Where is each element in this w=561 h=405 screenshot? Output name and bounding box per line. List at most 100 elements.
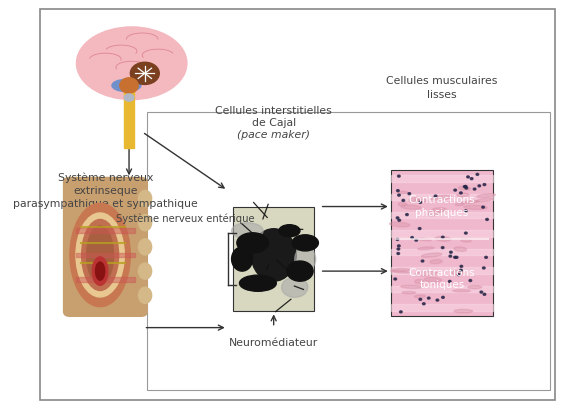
Ellipse shape	[454, 309, 472, 313]
Ellipse shape	[112, 79, 141, 92]
Ellipse shape	[454, 256, 456, 258]
Ellipse shape	[485, 256, 488, 258]
Ellipse shape	[279, 225, 300, 237]
Ellipse shape	[251, 229, 296, 281]
Bar	[390, 249, 493, 255]
Ellipse shape	[430, 260, 442, 264]
Ellipse shape	[93, 257, 108, 285]
Ellipse shape	[418, 247, 434, 250]
Ellipse shape	[232, 247, 252, 271]
Ellipse shape	[411, 237, 413, 239]
Ellipse shape	[125, 94, 134, 101]
Ellipse shape	[282, 277, 308, 297]
Ellipse shape	[76, 27, 187, 100]
Ellipse shape	[422, 303, 425, 305]
Ellipse shape	[406, 213, 408, 215]
Ellipse shape	[419, 228, 421, 230]
Ellipse shape	[415, 279, 424, 284]
Ellipse shape	[396, 239, 399, 241]
Ellipse shape	[70, 203, 130, 307]
Ellipse shape	[427, 211, 440, 216]
Ellipse shape	[442, 296, 444, 298]
Ellipse shape	[477, 194, 495, 198]
Ellipse shape	[483, 183, 486, 185]
Ellipse shape	[419, 298, 422, 301]
Ellipse shape	[452, 271, 464, 275]
Bar	[76, 253, 135, 258]
Ellipse shape	[456, 256, 458, 258]
Bar	[390, 170, 493, 315]
Ellipse shape	[415, 199, 428, 202]
Ellipse shape	[130, 62, 159, 85]
Ellipse shape	[454, 247, 467, 252]
Ellipse shape	[399, 311, 402, 313]
Ellipse shape	[292, 235, 319, 251]
Text: de Cajal: de Cajal	[252, 118, 296, 128]
Ellipse shape	[448, 280, 451, 282]
Ellipse shape	[442, 236, 444, 238]
Ellipse shape	[409, 197, 421, 202]
Ellipse shape	[453, 290, 470, 292]
Bar	[390, 286, 493, 292]
Ellipse shape	[139, 190, 151, 207]
Text: Cellules musculaires
lisses: Cellules musculaires lisses	[387, 77, 498, 100]
Ellipse shape	[464, 205, 487, 209]
Ellipse shape	[442, 247, 444, 249]
Ellipse shape	[237, 233, 268, 253]
Text: Neuromédiateur: Neuromédiateur	[229, 338, 318, 348]
Ellipse shape	[430, 196, 452, 200]
Ellipse shape	[76, 213, 124, 297]
Ellipse shape	[476, 173, 479, 175]
Ellipse shape	[397, 248, 400, 250]
Ellipse shape	[95, 262, 105, 280]
Ellipse shape	[455, 203, 464, 206]
Ellipse shape	[401, 285, 422, 288]
Ellipse shape	[457, 274, 460, 275]
Bar	[233, 207, 314, 311]
Ellipse shape	[483, 293, 486, 295]
Ellipse shape	[139, 287, 151, 303]
Ellipse shape	[427, 297, 430, 299]
FancyBboxPatch shape	[63, 177, 147, 316]
Ellipse shape	[478, 185, 481, 187]
Ellipse shape	[295, 247, 316, 271]
Ellipse shape	[469, 279, 472, 281]
Ellipse shape	[454, 189, 457, 191]
Ellipse shape	[434, 195, 437, 197]
Ellipse shape	[480, 291, 482, 293]
Ellipse shape	[398, 219, 401, 221]
Ellipse shape	[401, 205, 421, 209]
Ellipse shape	[120, 78, 138, 93]
Ellipse shape	[415, 295, 425, 298]
Ellipse shape	[82, 220, 118, 290]
Ellipse shape	[465, 187, 468, 189]
Ellipse shape	[287, 261, 313, 281]
Ellipse shape	[463, 185, 466, 188]
Ellipse shape	[402, 292, 416, 294]
Ellipse shape	[398, 202, 407, 206]
Bar	[390, 175, 493, 181]
Ellipse shape	[461, 200, 479, 204]
Ellipse shape	[396, 217, 399, 219]
Bar	[390, 194, 493, 200]
Ellipse shape	[421, 253, 442, 257]
Ellipse shape	[461, 239, 471, 242]
Ellipse shape	[402, 199, 404, 201]
Ellipse shape	[421, 260, 424, 262]
Ellipse shape	[419, 201, 422, 203]
Ellipse shape	[392, 269, 410, 271]
Ellipse shape	[415, 271, 438, 276]
Ellipse shape	[458, 186, 471, 190]
Ellipse shape	[391, 271, 410, 273]
Ellipse shape	[139, 239, 151, 255]
Ellipse shape	[482, 206, 485, 208]
Ellipse shape	[139, 263, 151, 279]
Ellipse shape	[240, 275, 277, 291]
Ellipse shape	[397, 252, 399, 254]
Ellipse shape	[467, 176, 470, 178]
Ellipse shape	[486, 218, 489, 220]
Ellipse shape	[424, 277, 442, 282]
Ellipse shape	[389, 222, 410, 227]
Ellipse shape	[436, 299, 439, 301]
Ellipse shape	[470, 178, 473, 180]
